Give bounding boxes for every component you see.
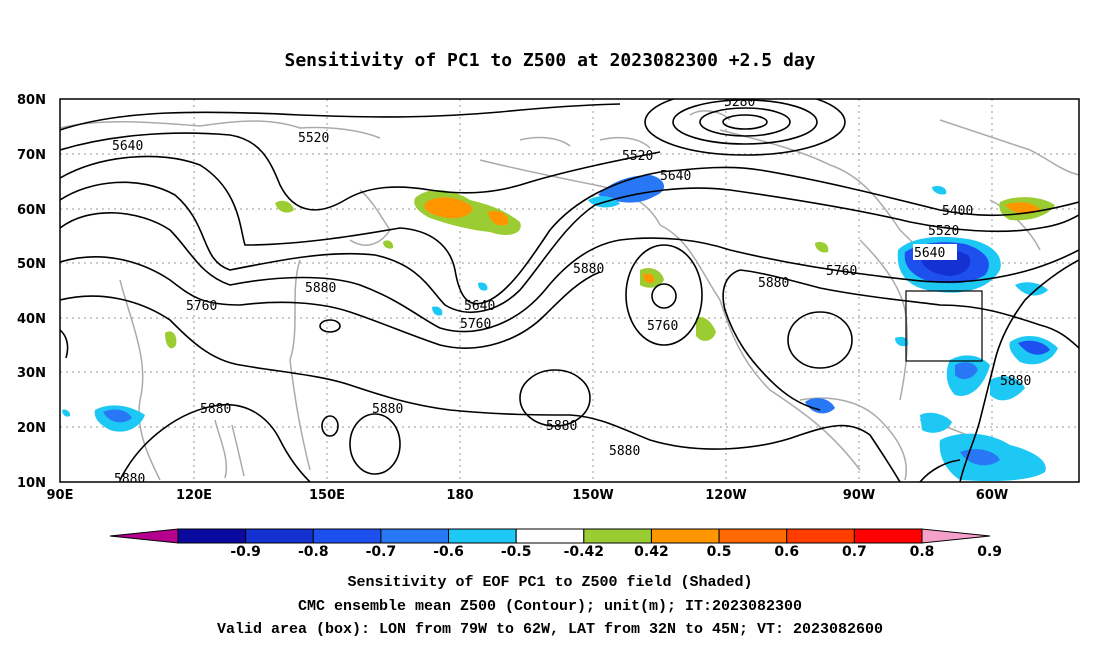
contour-label: 5880 [609, 444, 640, 459]
colorbar-cell [853, 528, 923, 544]
lon-label: 90W [843, 488, 875, 503]
sensitivity-shading [62, 175, 1058, 482]
colorbar-tick-label: -0.42 [564, 544, 604, 560]
contour-label: 5760 [460, 317, 491, 332]
contour-label: 5640 [112, 139, 143, 154]
contour-label: 5880 [546, 419, 577, 434]
colorbar-cell [177, 528, 247, 544]
colorbar-tick-label: -0.5 [501, 544, 532, 560]
contour-label: 5880 [200, 402, 231, 417]
lat-label: 40N [17, 312, 46, 327]
colorbar-tick-label: -0.6 [433, 544, 464, 560]
lat-label: 80N [17, 93, 46, 108]
contour-labels: 5280 5520 5520 5640 5640 5640 5400 5520 … [112, 95, 1031, 487]
colorbar-cell [245, 528, 314, 544]
lon-label: 150E [309, 488, 345, 503]
lat-label: 30N [17, 366, 46, 381]
colorbar-cell [448, 528, 517, 544]
lat-axis: 80N 70N 60N 50N 40N 30N 20N 10N [17, 93, 46, 491]
colorbar-tick-label: 0.42 [634, 544, 669, 560]
valid-area-box [905, 290, 983, 362]
contour-label: 5880 [305, 281, 336, 296]
contour-label: 5520 [622, 149, 653, 164]
colorbar-tick-label: -0.9 [230, 544, 261, 560]
contour-label: 5760 [647, 319, 678, 334]
lat-label: 60N [17, 203, 46, 218]
contour-label: 5880 [114, 472, 145, 487]
contour-label: 5880 [573, 262, 604, 277]
lat-label: 50N [17, 257, 46, 272]
lon-label: 90E [47, 488, 74, 503]
lon-label: 120W [705, 488, 746, 503]
colorbar-cell [312, 528, 382, 544]
colorbar-cell [380, 528, 450, 544]
colorbar-cell [515, 528, 585, 544]
colorbar-cell [786, 528, 855, 544]
contour-label: 5400 [942, 204, 973, 219]
colorbar-tick-label: 0.8 [910, 544, 935, 560]
contour-label: 5640 [914, 246, 945, 261]
lon-axis: 90E 120E 150E 180 150W 120W 90W 60W [47, 488, 1009, 503]
colorbar-high-arrow [921, 528, 991, 544]
colorbar-tick-label: 0.5 [707, 544, 732, 560]
caption-line-2: CMC ensemble mean Z500 (Contour); unit(m… [297, 598, 803, 615]
colorbar-tick-label: 0.9 [977, 544, 1002, 560]
map-border [59, 98, 1080, 483]
colorbar-cell [718, 528, 788, 544]
contour-label: 5760 [826, 264, 857, 279]
lon-label: 180 [446, 488, 473, 503]
lat-label: 20N [17, 421, 46, 436]
contour-label: 5520 [928, 224, 959, 239]
contour-label: 5280 [724, 95, 755, 110]
lon-label: 150W [572, 488, 613, 503]
contour-label: 5880 [758, 276, 789, 291]
colorbar-low-arrow [109, 528, 179, 544]
lat-label: 10N [17, 476, 46, 491]
colorbar: -0.9 -0.8 -0.7 -0.6 -0.5 -0.42 0.42 0.5 0.6 0.7 0.… [109, 528, 1002, 560]
lon-label: 120E [176, 488, 212, 503]
contour-label: 5640 [660, 169, 691, 184]
colorbar-tick-label: 0.7 [842, 544, 867, 560]
contour-label: 5520 [298, 131, 329, 146]
contour-label: 5880 [1000, 374, 1031, 389]
lon-label: 60W [976, 488, 1008, 503]
contour-label: 5640 [464, 299, 495, 314]
colorbar-tick-label: -0.8 [298, 544, 329, 560]
colorbar-tick-label: -0.7 [366, 544, 397, 560]
colorbar-tick-label: 0.6 [774, 544, 799, 560]
map-title: Sensitivity of PC1 to Z500 at 2023082300… [284, 50, 816, 71]
colorbar-cell [650, 528, 720, 544]
z500-contours [60, 99, 1079, 482]
contour-label: 5760 [186, 299, 217, 314]
contour-label: 5880 [372, 402, 403, 417]
caption-line-3: Valid area (box): LON from 79W to 62W, L… [216, 621, 884, 638]
caption-line-1: Sensitivity of EOF PC1 to Z500 field (Sh… [347, 574, 753, 591]
lat-label: 70N [17, 148, 46, 163]
colorbar-cell [583, 528, 652, 544]
